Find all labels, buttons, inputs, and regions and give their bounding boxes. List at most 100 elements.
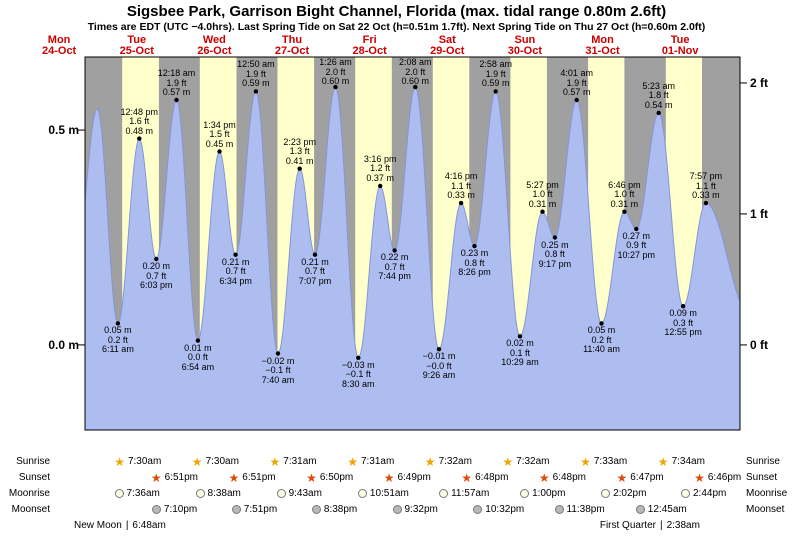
tide-low-annotation: −0.02 m −0.1 ft 7:40 am [261, 355, 295, 386]
annotation-line: 0.41 m [285, 155, 314, 166]
annotation-line: 1:34 pm [203, 119, 236, 130]
day-column-label: Sat 29-Oct [430, 35, 464, 57]
moonrise-marker: 11:57am [439, 487, 489, 500]
tide-low-annotation: 0.09 m 0.3 ft 12:55 pm [664, 309, 702, 338]
high-tide-point [253, 89, 259, 94]
sunrise-marker: ★ 7:31am [347, 455, 394, 468]
annotation-line: 0.7 ft [384, 261, 405, 272]
tide-low-annotation: 0.27 m 0.9 ft 10:27 pm [618, 231, 656, 261]
row-label-left-sunrise: Sunrise [16, 456, 50, 467]
row-label-left-sunset: Sunset [18, 472, 50, 483]
moonset-icon [392, 505, 402, 514]
sunrise-star-icon: ★ [580, 454, 591, 469]
day-column-label: Wed 26-Oct [197, 35, 231, 57]
sunset-time: 6:51pm [242, 472, 276, 483]
sunset-star-icon: ★ [461, 470, 473, 485]
day-column-label: Mon 24-Oct [42, 35, 76, 57]
high-tide-point [493, 89, 498, 94]
low-tide-point [233, 252, 238, 257]
sunrise-time: 7:31am [283, 456, 317, 467]
tide-high-annotation: 2:08 am 2.0 ft 0.60 m [399, 57, 432, 87]
sunrise-time: 7:32am [438, 456, 472, 467]
moonset-marker: 8:38pm [311, 503, 358, 516]
moonset-icon [151, 505, 161, 514]
low-tide-point [472, 243, 477, 249]
moonset-icon [473, 505, 483, 514]
annotation-line: 0.25 m [541, 239, 569, 250]
sunset-time: 6:50pm [319, 472, 354, 483]
high-tide-point [574, 97, 579, 103]
moonrise-time: 10:51am [369, 488, 409, 499]
tide-low-annotation: 0.21 m 0.7 ft 6:34 pm [219, 257, 252, 287]
day-column-label: Thu 27-Oct [275, 35, 309, 57]
low-tide-point [634, 226, 639, 232]
moonset-marker: 11:38pm [554, 503, 605, 516]
sunrise-star-icon: ★ [269, 454, 281, 469]
moonset-time: 10:32pm [485, 504, 525, 515]
moonrise-time: 11:57am [451, 488, 490, 499]
high-tide-point [217, 149, 222, 154]
annotation-line: 0.37 m [366, 172, 394, 183]
moonrise-marker: 7:36am [114, 487, 160, 500]
moonset-marker: 9:32pm [392, 503, 438, 516]
first-quarter-separator: | [659, 520, 663, 531]
moonrise-icon [276, 489, 286, 498]
annotation-line: 1.6 ft [129, 116, 150, 127]
sunset-marker: ★ 6:51pm [151, 471, 198, 484]
sunrise-star-icon: ★ [347, 454, 358, 469]
row-label-right-sunset: Sunset [746, 472, 778, 483]
moonrise-time: 1:00pm [532, 488, 566, 499]
moonset-time: 8:38pm [323, 504, 358, 515]
sunset-star-icon: ★ [228, 470, 240, 485]
annotation-line: 1.2 ft [370, 163, 391, 174]
tide-high-annotation: 12:50 am 1.9 ft 0.59 m [237, 60, 275, 89]
tide-high-annotation: 5:27 pm 1.0 ft 0.31 m [526, 180, 559, 210]
moonset-marker: 10:32pm [473, 503, 524, 516]
annotation-line: 0.57 m [162, 87, 191, 97]
annotation-line: 9:26 am [422, 370, 456, 381]
tide-low-annotation: 0.05 m 0.2 ft 11:40 am [583, 326, 620, 355]
day-name: Mon [47, 34, 71, 46]
tide-high-annotation: 1:26 am 2.0 ft 0.60 m [319, 57, 352, 87]
annotation-line: 0.20 m [142, 261, 171, 271]
annotation-line: 10:29 am [501, 357, 539, 368]
moonrise-icon [357, 489, 367, 498]
annotation-line: −0.02 m [261, 355, 295, 366]
moonrise-marker: 9:43am [276, 487, 322, 500]
annotation-line: 0.2 ft [591, 334, 612, 345]
annotation-line: 1.1 ft [695, 180, 716, 191]
new-moon-time: 6:48am [132, 520, 166, 531]
sunrise-marker: ★ 7:30am [114, 455, 161, 468]
moonrise-time: 2:44pm [693, 488, 727, 499]
annotation-line: 0.1 ft [509, 347, 530, 358]
low-tide-point [154, 256, 159, 262]
tide-low-annotation: 0.23 m 0.8 ft 8:26 pm [458, 249, 491, 278]
annotation-line: 0.22 m [380, 252, 409, 263]
sunrise-time: 7:31am [360, 456, 395, 467]
high-tide-point [656, 110, 661, 116]
sunrise-star-icon: ★ [424, 454, 436, 469]
high-tide-point [297, 166, 302, 171]
moonrise-time: 8:38am [207, 488, 241, 499]
day-column-label: Tue 25-Oct [120, 35, 154, 57]
day-date: 30-Oct [507, 45, 543, 57]
sunset-time: 6:51pm [164, 472, 199, 483]
annotation-line: 1.9 ft [166, 77, 187, 88]
day-name: Sun [514, 34, 536, 46]
row-label-right-moonset: Moonset [746, 504, 785, 515]
annotation-line: 2.0 ft [325, 66, 346, 77]
high-tide-point [703, 200, 709, 206]
first-quarter-caption: First Quarter | 2:38am [600, 520, 700, 531]
annotation-line: 0.2 ft [107, 334, 128, 345]
moonset-time: 11:38pm [566, 504, 605, 515]
annotation-line: 6:54 am [181, 361, 215, 372]
annotation-line: 0.60 m [401, 76, 430, 86]
low-tide-point [275, 351, 281, 356]
annotation-line: 0.9 ft [626, 240, 647, 251]
annotation-line: 0.7 ft [304, 266, 325, 277]
tide-high-annotation: 7:57 pm 1.1 ft 0.33 m [690, 172, 723, 201]
annotation-line: 0.33 m [447, 190, 475, 201]
moonrise-icon [114, 489, 124, 498]
row-label-left-moonrise: Moonrise [8, 488, 50, 499]
